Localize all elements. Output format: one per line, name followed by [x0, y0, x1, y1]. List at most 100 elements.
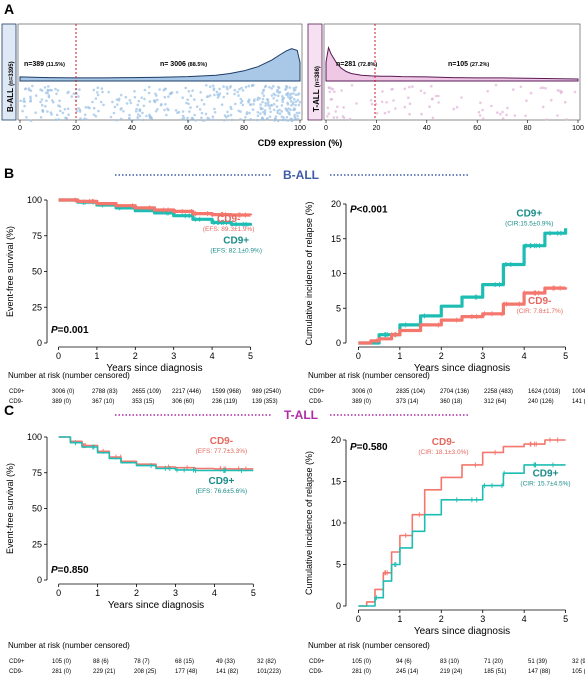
risk-table-title: Number at risk (number censored): [308, 641, 430, 650]
jitter-point: [218, 87, 221, 91]
jitter-point: [281, 95, 284, 98]
jitter-point: [134, 110, 138, 113]
jitter-point: [259, 112, 262, 115]
jitter-point: [72, 92, 76, 95]
jitter-point: [292, 92, 295, 95]
risk-cell: 3006 (0: [352, 389, 373, 395]
jitter-point: [541, 86, 545, 89]
tall-plot-frame: [323, 23, 581, 121]
jitter-point: [355, 102, 358, 105]
jitter-point: [407, 96, 410, 99]
series-stat-label: (CIR:15.5±0.9%): [505, 221, 553, 228]
jitter-point: [63, 108, 67, 111]
jitter-point: [241, 89, 245, 92]
jitter-point: [237, 94, 240, 97]
jitter-point: [29, 97, 32, 101]
jitter-point: [403, 87, 407, 91]
risk-cell: 367 (10): [92, 399, 114, 405]
jitter-point: [46, 110, 49, 113]
jitter-point: [136, 116, 139, 119]
risk-cell: 360 (18): [440, 399, 462, 405]
jitter-point: [164, 103, 167, 106]
jitter-point: [573, 90, 577, 94]
x-tick-label: 1: [397, 614, 402, 624]
jitter-point: [147, 91, 151, 95]
jitter-point: [262, 110, 265, 114]
jitter-point: [239, 117, 242, 121]
jitter-point: [230, 118, 234, 122]
jitter-point: [77, 107, 80, 110]
jitter-point: [91, 100, 94, 104]
jitter-point: [136, 103, 140, 107]
risk-cell: 147 (88): [528, 669, 550, 675]
jitter-point: [226, 87, 229, 91]
jitter-point: [294, 86, 298, 89]
jitter-point: [335, 116, 339, 119]
y-tick-label: 50: [32, 504, 42, 514]
jitter-point: [332, 116, 336, 119]
x-axis-label: Years since diagnosis: [414, 626, 510, 637]
jitter-point: [296, 117, 300, 121]
jitter-point: [23, 87, 27, 91]
jitter-point: [230, 107, 233, 111]
jitter-point: [225, 85, 229, 89]
x-tick-label: 5: [563, 614, 568, 624]
jitter-point: [22, 97, 26, 101]
risk-cell: 389 (0): [352, 399, 371, 405]
y-tick-label: 25: [32, 302, 42, 312]
jitter-point: [350, 84, 354, 87]
jitter-point: [392, 99, 395, 102]
x-tick-label: 3: [171, 351, 176, 361]
series-line-cd9neg: [358, 439, 566, 607]
y-axis-label: Event-free survival (%): [5, 226, 15, 317]
jitter-point: [226, 110, 229, 114]
jitter-point: [252, 83, 255, 87]
jitter-point: [141, 111, 144, 115]
y-tick-label: 15: [331, 477, 341, 487]
jitter-point: [261, 97, 265, 101]
jitter-point: [455, 105, 459, 109]
risk-cell: 141 (82): [216, 669, 238, 675]
jitter-point: [264, 101, 268, 105]
ball-jitter-points: [19, 83, 302, 123]
y-tick-label: 50: [32, 267, 42, 277]
jitter-point: [256, 96, 260, 100]
tall-efs-chart: 0 25 50 75 100 0 1 2 3 4 5 Years since diagnosis Eve…: [5, 432, 281, 675]
jitter-point: [170, 92, 173, 95]
x-tick-label: 4: [522, 351, 527, 361]
jitter-point: [383, 111, 387, 115]
jitter-point: [187, 102, 190, 106]
jitter-point: [529, 91, 533, 95]
x-axis-label: Years since diagnosis: [106, 363, 202, 374]
p-value-label: P=0.850: [51, 565, 89, 576]
risk-cell: 989 (2540): [252, 389, 281, 395]
jitter-point: [565, 118, 568, 121]
jitter-point: [95, 91, 99, 94]
jitter-point: [29, 100, 32, 103]
jitter-point: [269, 110, 272, 114]
series-name-label: CD9-: [528, 296, 551, 307]
jitter-point: [268, 115, 272, 118]
jitter-point: [280, 104, 284, 107]
jitter-point: [239, 101, 243, 105]
jitter-point: [23, 104, 26, 108]
jitter-point: [505, 113, 508, 117]
jitter-point: [212, 88, 216, 92]
jitter-point: [135, 107, 138, 111]
series-name-label: CD9+: [516, 209, 542, 220]
x-tick-label: 5: [248, 351, 253, 361]
jitter-point: [218, 92, 222, 95]
jitter-point: [186, 116, 189, 120]
jitter-point: [191, 89, 194, 92]
jitter-point: [287, 95, 290, 98]
jitter-point: [259, 106, 262, 110]
jitter-point: [156, 108, 159, 111]
jitter-point: [162, 88, 166, 92]
jitter-point: [125, 102, 129, 105]
jitter-point: [275, 105, 279, 108]
jitter-point: [288, 93, 292, 97]
risk-row-label: CD9+: [9, 659, 25, 665]
risk-row-label: CD9+: [309, 659, 325, 665]
jitter-point: [229, 113, 233, 117]
jitter-point: [181, 96, 184, 99]
